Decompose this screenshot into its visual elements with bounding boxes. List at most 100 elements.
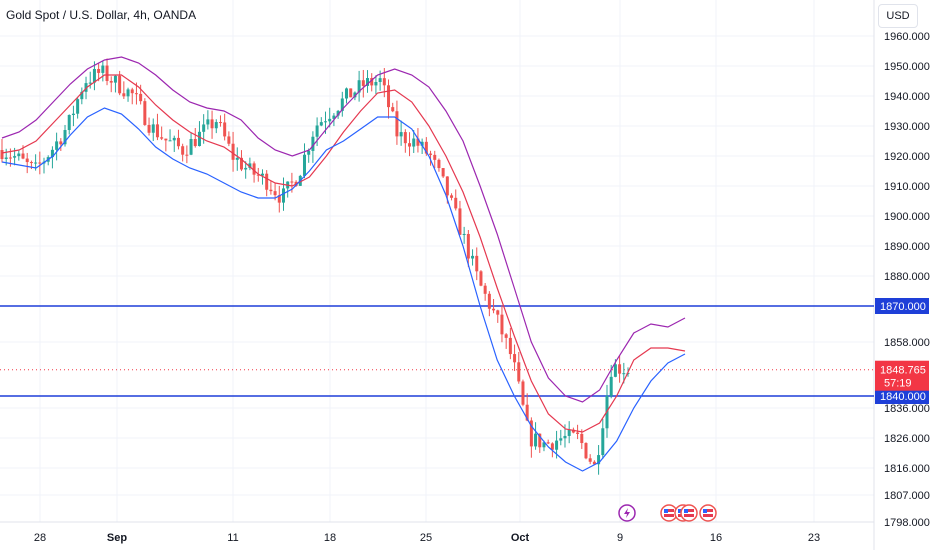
candle-body (134, 93, 138, 95)
flag-canton (703, 509, 707, 513)
candle-body (555, 440, 559, 450)
candle-body (492, 308, 496, 311)
y-tick-label: 1890.000 (884, 241, 930, 253)
hline-badge (875, 298, 929, 314)
candle-body (139, 93, 143, 102)
candle-body (25, 158, 29, 163)
candle-body (29, 162, 33, 164)
last-price-label: 1848.765 (880, 365, 926, 377)
candle-body (370, 78, 374, 86)
last-price-badge (875, 360, 929, 391)
candle-body (315, 125, 319, 137)
candle-body (71, 113, 75, 116)
candle-body (408, 143, 412, 147)
candle-body (508, 337, 512, 355)
candle-body (67, 115, 71, 131)
candle-body (168, 140, 172, 142)
candle-body (172, 137, 176, 141)
y-tick-label: 1930.000 (884, 121, 930, 133)
candle-body (265, 173, 269, 190)
candle-body (193, 138, 197, 147)
candle-body (17, 153, 21, 157)
candle-body (378, 78, 382, 82)
candle-body (50, 149, 54, 158)
candle-body (59, 141, 63, 145)
candle-body (302, 154, 306, 176)
candle-body (462, 233, 466, 235)
candle-body (592, 461, 596, 465)
candle-body (38, 162, 42, 164)
x-tick-label: 11 (227, 532, 238, 544)
candle-body (181, 146, 185, 155)
candle-body (113, 75, 117, 83)
candle-body (189, 138, 193, 155)
candle-body (429, 153, 433, 155)
candle-body (387, 85, 391, 108)
candle-body (13, 156, 17, 158)
flag-canton (684, 509, 688, 513)
x-tick-label: 16 (710, 532, 722, 544)
envelope-bands (1, 56, 686, 472)
candle-body (437, 159, 441, 169)
time-axis[interactable]: 28 Sep 11 18 25 Oct 9 16 23 (34, 532, 820, 544)
y-tick-label: 1836.000 (884, 403, 930, 415)
candle-body (357, 80, 361, 93)
candle-body (345, 88, 349, 99)
x-tick-label: 25 (420, 532, 432, 544)
event-markers[interactable] (618, 504, 717, 522)
candle-body (450, 195, 454, 198)
x-tick-label: Oct (511, 532, 530, 544)
candle-body (256, 174, 260, 176)
candle-body (382, 78, 386, 86)
candle-body (109, 80, 113, 83)
candle-body (34, 162, 38, 164)
candle-body (290, 181, 294, 183)
candlesticks (0, 58, 630, 475)
candle-body (202, 124, 206, 132)
candle-body (231, 143, 235, 160)
y-tick-label: 1798.000 (884, 517, 930, 529)
candle-body (420, 141, 424, 146)
candle-body (513, 354, 517, 363)
currency-button[interactable]: USD (878, 4, 918, 28)
candle-body (618, 364, 622, 374)
candle-body (92, 68, 96, 83)
y-tick-label: 1900.000 (884, 211, 930, 223)
candle-body (529, 420, 533, 447)
x-tick-label: 18 (324, 532, 336, 544)
x-tick-label: Sep (107, 532, 127, 544)
candle-body (176, 137, 180, 147)
candle-body (487, 293, 491, 309)
chart-title: Gold Spot / U.S. Dollar, 4h, OANDA (6, 8, 197, 22)
candle-body (340, 98, 344, 111)
candle-body (88, 82, 92, 84)
candle-body (0, 150, 4, 159)
candle-body (584, 443, 588, 459)
candle-body (525, 404, 529, 421)
candle-body (534, 433, 538, 447)
price-axis[interactable]: 1960.000 1950.000 1940.000 1930.000 1920.000… (875, 31, 930, 529)
lightning-glyph (624, 508, 630, 518)
candle-body (517, 362, 521, 382)
candle-body (84, 83, 88, 92)
y-tick-label: 1858.000 (884, 337, 930, 349)
candle-body (319, 122, 323, 126)
candle-body (445, 176, 449, 196)
y-tick-label: 1826.000 (884, 433, 930, 445)
candle-body (504, 334, 508, 338)
candle-body (235, 157, 239, 160)
candle-body (160, 137, 164, 139)
flag-canton (664, 509, 668, 513)
candle-body (332, 115, 336, 119)
candle-body (399, 132, 403, 137)
hline-badge (875, 388, 929, 404)
y-tick-label: 1807.000 (884, 490, 930, 502)
candle-body (361, 80, 365, 86)
candle-body (483, 285, 487, 294)
candle-body (269, 189, 273, 192)
candle-body (336, 110, 340, 116)
horizontal-lines[interactable]: 1870.000 1840.000 (0, 298, 929, 404)
candle-body (597, 455, 601, 465)
candle-body (433, 154, 437, 160)
